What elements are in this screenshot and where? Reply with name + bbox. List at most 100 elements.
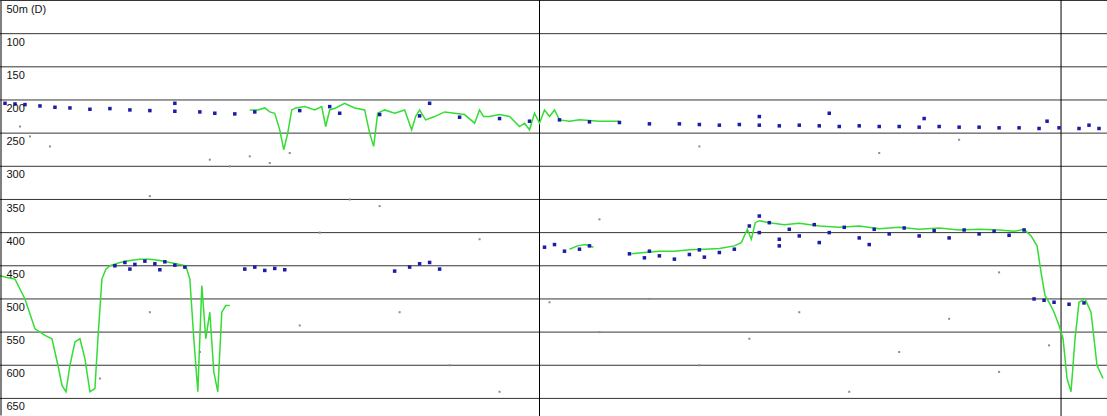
echo-point	[38, 104, 42, 108]
echo-point	[598, 331, 600, 333]
echo-point	[698, 248, 702, 252]
echo-point	[578, 247, 582, 251]
echo-point	[229, 165, 231, 167]
echo-point	[128, 267, 132, 271]
echo-point	[29, 135, 31, 137]
y-tick: 200	[1, 100, 25, 114]
echo-point	[598, 218, 600, 220]
echo-point	[867, 243, 871, 247]
echo-point	[253, 110, 257, 114]
grid-line	[0, 332, 1107, 333]
plot-area	[0, 102, 1103, 393]
echo-point	[738, 123, 742, 127]
echo-point	[673, 257, 677, 261]
echo-point	[53, 106, 57, 110]
echo-point	[143, 259, 147, 263]
y-tick: 600	[1, 366, 25, 380]
echo-point	[338, 111, 342, 115]
y-tick-label: 550	[7, 334, 25, 346]
echo-point	[273, 267, 277, 271]
echo-point	[778, 238, 782, 242]
grid-line	[0, 199, 1107, 200]
y-tick-label: 100	[7, 36, 25, 48]
y-tick-label: 200	[7, 102, 25, 114]
echogram: 50m (D)100150200250300350400450500550600…	[0, 0, 1107, 416]
echo-points	[3, 102, 1101, 306]
echo-point	[898, 351, 900, 353]
grid-line	[0, 232, 1107, 233]
echo-point	[173, 110, 177, 114]
echo-point	[648, 122, 652, 126]
echo-point	[1007, 234, 1011, 238]
echo-point	[163, 260, 167, 264]
echo-point	[618, 121, 622, 125]
y-tick: 100	[1, 34, 25, 48]
grid-line	[0, 365, 1107, 366]
y-tick: 300	[1, 167, 25, 181]
grid-line	[0, 298, 1107, 299]
trace-line	[0, 259, 230, 392]
echo-point	[842, 226, 846, 230]
echo-point	[563, 249, 567, 253]
echo-point	[233, 112, 237, 116]
echo-point	[299, 324, 301, 326]
echo-point	[962, 228, 966, 232]
echo-point	[643, 256, 647, 260]
echo-point	[183, 265, 187, 269]
echo-point	[837, 125, 841, 128]
echo-point	[698, 364, 700, 366]
echo-point	[758, 115, 762, 119]
echo-point	[148, 109, 152, 113]
echo-point	[798, 311, 800, 313]
echo-point	[528, 119, 532, 123]
echo-point	[498, 117, 502, 121]
echo-point	[648, 249, 652, 253]
echo-point	[957, 125, 961, 129]
echo-point	[68, 106, 72, 110]
echo-point	[133, 263, 137, 267]
y-tick: 500	[1, 299, 25, 313]
echo-point	[99, 378, 101, 380]
echo-point	[798, 234, 802, 238]
echo-point	[1067, 302, 1071, 306]
echo-point	[857, 124, 861, 128]
echo-point	[958, 139, 960, 141]
echo-point	[588, 244, 592, 248]
echo-point	[1042, 299, 1046, 303]
y-tick: 250	[1, 134, 25, 148]
x-tick-line	[1061, 0, 1062, 416]
y-tick: 350	[1, 200, 25, 214]
echo-point	[878, 152, 880, 154]
y-tick-label: 300	[7, 168, 25, 180]
echo-point	[848, 391, 850, 393]
echo-point	[1087, 123, 1091, 127]
echo-point	[788, 228, 792, 232]
y-tick-label: 150	[7, 69, 25, 81]
echo-point	[558, 118, 562, 122]
echo-point	[1097, 127, 1101, 130]
echo-point	[887, 232, 891, 236]
echo-point	[922, 117, 926, 121]
y-tick-label: 500	[7, 301, 25, 313]
echo-point	[992, 230, 996, 234]
echo-point	[328, 105, 332, 109]
echo-point	[418, 262, 422, 266]
echo-point	[947, 236, 951, 240]
echo-point	[543, 245, 547, 249]
echo-point	[393, 269, 397, 273]
echo-point	[1037, 127, 1041, 130]
echo-point	[937, 125, 941, 128]
grid-line	[0, 99, 1107, 100]
y-axis-line	[1, 1, 2, 416]
y-axis: 50m (D)100150200250300350400450500550600…	[1, 1, 47, 416]
echo-point	[758, 123, 762, 127]
echo-point	[778, 244, 782, 248]
y-tick: 150	[1, 67, 25, 81]
echo-point	[399, 311, 401, 313]
grid-line	[0, 33, 1107, 34]
y-tick-label: 600	[7, 367, 25, 379]
echo-point	[553, 243, 557, 247]
echo-point	[1082, 301, 1086, 305]
echo-point	[173, 102, 177, 106]
y-tick: 450	[1, 266, 25, 280]
